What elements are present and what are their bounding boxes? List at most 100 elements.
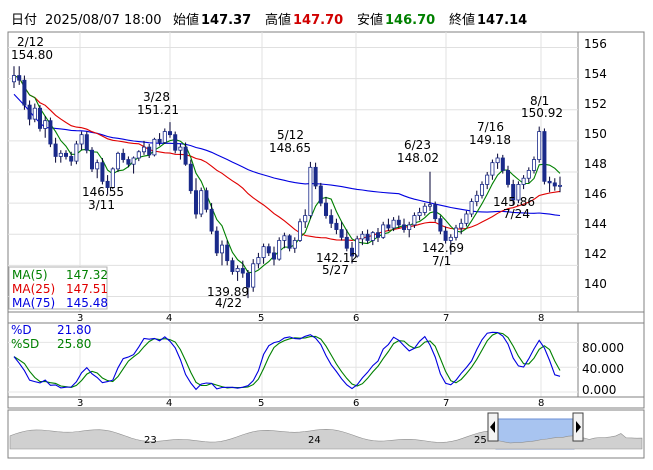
- annotation-date: 2/12: [17, 35, 44, 49]
- candle: [282, 232, 287, 249]
- candle: [427, 171, 433, 211]
- candle: [349, 242, 355, 264]
- open-label: 始値: [173, 12, 199, 28]
- candle: [115, 151, 121, 172]
- candle-body: [37, 107, 43, 129]
- header-bar: 日付 2025/08/07 18:00 始値 147.37 高値 147.70 …: [11, 12, 527, 28]
- candle-body: [193, 190, 199, 215]
- navigator-year-label: 24: [308, 435, 321, 446]
- candle-body: [422, 205, 427, 213]
- ma75-label: MA(75): [12, 296, 55, 310]
- candle-body: [365, 233, 370, 241]
- month-tick: 6: [353, 398, 359, 409]
- month-tick: 6: [353, 313, 359, 324]
- candle-body: [355, 238, 360, 257]
- candle: [318, 182, 323, 207]
- candle: [516, 181, 521, 204]
- annotation-date: 3/11: [88, 198, 115, 212]
- candle-body: [308, 166, 313, 216]
- candle: [204, 187, 209, 213]
- price-tick: 152: [584, 97, 607, 111]
- ma5-line: [13, 75, 561, 274]
- candle: [245, 270, 251, 299]
- candle: [141, 140, 147, 155]
- candle-body: [303, 215, 308, 223]
- candle-body: [251, 263, 256, 288]
- candle: [136, 150, 141, 162]
- candle: [365, 229, 370, 244]
- moving-average-lines: [13, 75, 561, 274]
- candle-body: [167, 131, 173, 136]
- candle: [500, 154, 505, 174]
- candle: [407, 221, 412, 238]
- candle: [266, 243, 271, 256]
- candle: [32, 103, 37, 123]
- candle: [334, 218, 339, 235]
- candle: [381, 221, 386, 239]
- candle-body: [219, 244, 225, 254]
- candle-body: [84, 134, 89, 151]
- candle-body: [469, 201, 474, 215]
- navigator-right-handle[interactable]: [572, 412, 584, 442]
- candle-body: [152, 138, 157, 156]
- candle: [53, 137, 58, 163]
- candle: [58, 150, 63, 163]
- candle: [230, 257, 235, 275]
- ma75-line: [13, 93, 561, 217]
- candle-body: [531, 159, 537, 171]
- candle-body: [230, 260, 235, 272]
- candle-body: [79, 134, 84, 145]
- candle-body: [277, 240, 282, 260]
- candle: [521, 175, 526, 190]
- candle-body: [74, 143, 79, 162]
- candle: [505, 165, 511, 188]
- candle: [27, 100, 32, 126]
- candle-body: [136, 151, 141, 159]
- navigator-left-handle[interactable]: [487, 412, 499, 442]
- candle: [412, 212, 417, 228]
- candle-body: [53, 143, 58, 157]
- candle-body: [173, 134, 178, 151]
- candle: [490, 159, 495, 180]
- candle: [417, 207, 422, 221]
- stoch-lines: [13, 331, 561, 391]
- candle-body: [537, 131, 542, 160]
- candle: [386, 218, 391, 232]
- month-tick: 5: [258, 398, 264, 409]
- candle-body: [453, 227, 459, 238]
- candle: [89, 147, 95, 172]
- candle-body: [157, 138, 162, 143]
- candle-body: [126, 159, 131, 165]
- ma-legend-box: [8, 266, 108, 310]
- candle-body: [464, 213, 469, 224]
- candle: [95, 159, 100, 179]
- candle: [297, 218, 303, 242]
- lower-month-axis-frame: [7, 396, 645, 409]
- annotation-date: 4/22: [215, 296, 242, 310]
- candle: [251, 259, 256, 292]
- candle: [167, 122, 173, 138]
- candle-body: [427, 204, 433, 207]
- annotation-price: 148.02: [397, 151, 439, 165]
- ma75-value: 145.48: [66, 296, 108, 310]
- candle: [17, 66, 22, 85]
- annotation-date: 5/27: [322, 263, 349, 277]
- ma25-line: [13, 75, 561, 241]
- annotation-price: 146.55: [82, 185, 124, 199]
- candle: [401, 218, 407, 233]
- candle: [193, 178, 199, 219]
- candle-body: [297, 221, 303, 241]
- close-label: 終値: [449, 12, 475, 28]
- stoch-tick: 0.000: [582, 383, 616, 397]
- candle: [121, 148, 126, 163]
- candle-body: [505, 170, 511, 185]
- candle-body: [433, 204, 438, 220]
- candle: [422, 203, 427, 216]
- stoch-axis: 80.000 40.000 0.000: [582, 341, 624, 397]
- candle: [100, 158, 105, 185]
- high-label: 高値: [265, 12, 291, 28]
- candle-body: [225, 244, 230, 262]
- annotation-date: 7/16: [477, 120, 504, 134]
- navigator-year-label: 23: [144, 435, 157, 446]
- candlestick-series: [11, 66, 563, 299]
